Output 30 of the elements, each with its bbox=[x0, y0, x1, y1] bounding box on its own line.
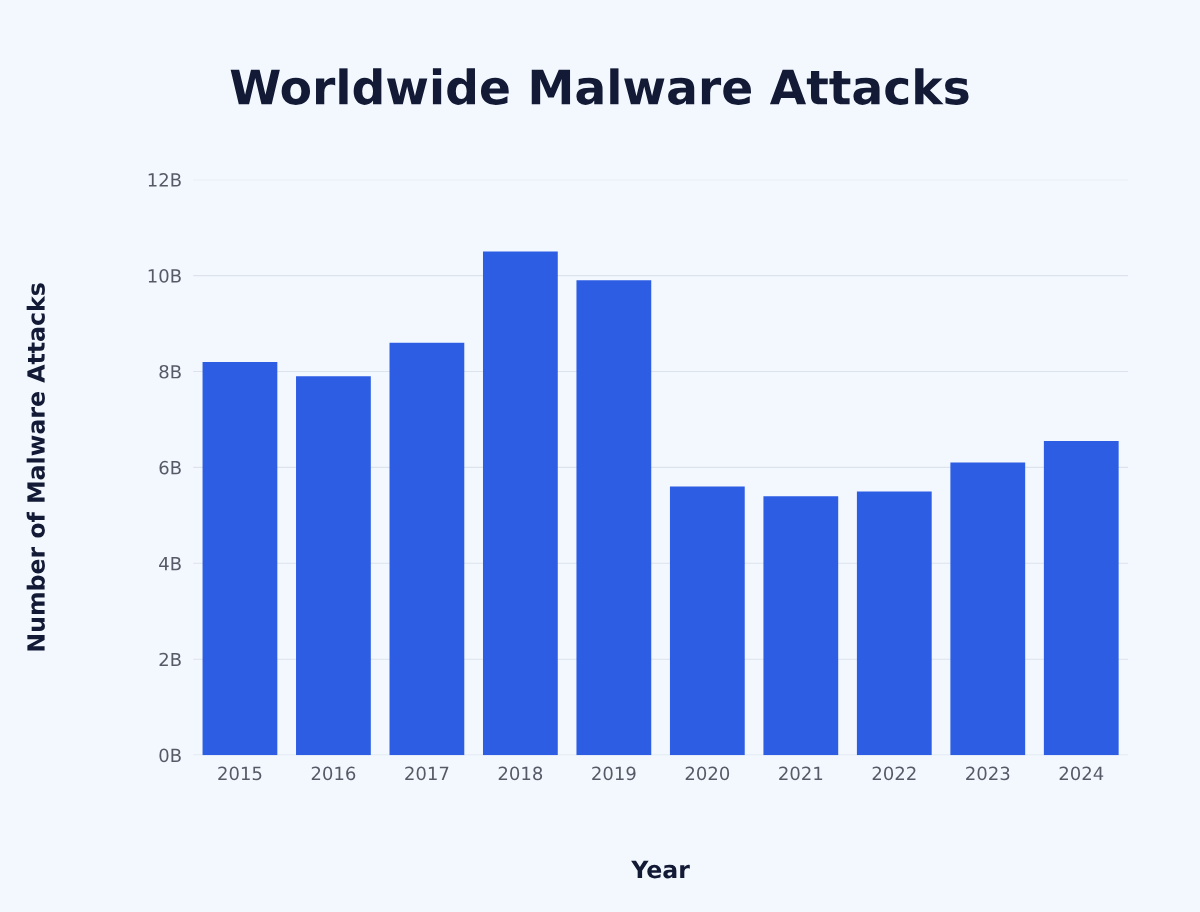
y-axis-title: Number of Malware Attacks bbox=[26, 283, 45, 651]
bar bbox=[296, 376, 371, 756]
x-tick-label: 2015 bbox=[218, 766, 262, 781]
bar bbox=[576, 280, 652, 756]
x-tick-label: 2024 bbox=[1059, 766, 1104, 781]
bar bbox=[669, 486, 745, 756]
y-tick-label: 4B bbox=[159, 557, 181, 571]
y-tick-label: 10B bbox=[148, 269, 181, 283]
y-tick-label: 8B bbox=[159, 364, 181, 379]
x-tick-label: 2019 bbox=[592, 766, 636, 781]
x-tick-label: 2020 bbox=[685, 766, 730, 781]
bar bbox=[1043, 441, 1119, 756]
x-tick-label: 2023 bbox=[966, 766, 1010, 781]
x-tick-label: 2022 bbox=[872, 766, 916, 781]
bar bbox=[389, 342, 465, 756]
bar bbox=[202, 361, 278, 756]
y-tick-label: 6B bbox=[159, 460, 181, 475]
chart-title: Worldwide Malware Attacks bbox=[230, 68, 969, 105]
y-tick-label: 12B bbox=[148, 173, 181, 187]
x-tick-label: 2016 bbox=[311, 766, 356, 781]
bar bbox=[763, 496, 839, 756]
x-tick-label: 2018 bbox=[498, 766, 543, 781]
y-tick-label: 0B bbox=[159, 748, 181, 763]
bar bbox=[856, 491, 932, 756]
bar bbox=[482, 251, 558, 756]
x-tick-label: 2017 bbox=[405, 766, 449, 781]
bar bbox=[950, 462, 1026, 756]
y-tick-label: 2B bbox=[159, 652, 181, 667]
x-axis-title: Year bbox=[631, 860, 690, 879]
x-tick-label: 2021 bbox=[779, 766, 823, 781]
